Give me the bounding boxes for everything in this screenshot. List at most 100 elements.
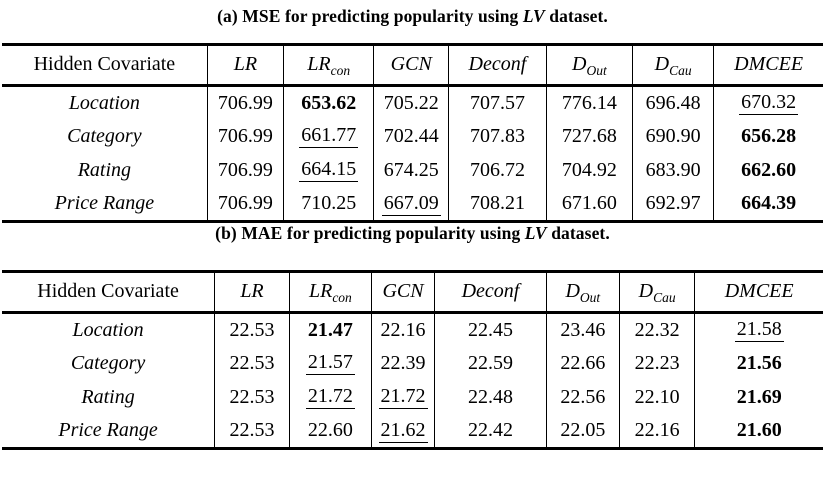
- cell-value: 664.39: [741, 192, 797, 215]
- cell-value: 23.46: [560, 318, 606, 341]
- table-cell: 21.47: [288, 312, 372, 347]
- cell-value: 661.77: [299, 124, 359, 149]
- table-cell: 707.83: [448, 119, 547, 154]
- table-cell: 22.39: [370, 346, 435, 381]
- header-row: Hidden Covariate LR LRcon GCN Deconf DOut DCau…: [2, 44, 823, 86]
- table-cell: 22.10: [618, 380, 695, 415]
- column-label: LR: [307, 53, 331, 76]
- cell-value: 653.62: [301, 91, 357, 114]
- cell-value: 21.62: [378, 418, 428, 443]
- table-cell: 653.62: [283, 85, 374, 120]
- table-row: Rating 706.99 664.15 674.25 706.72 704.92 683.…: [2, 153, 823, 188]
- table-cell: 23.46: [545, 312, 620, 347]
- table-cell: 706.99: [206, 85, 284, 120]
- table-cell: 671.60: [545, 187, 633, 222]
- column-header-lr: LR: [214, 271, 290, 313]
- table-cell: 22.53: [214, 414, 290, 449]
- cell-value: 21.47: [307, 318, 353, 341]
- column-header-gcn: GCN: [373, 44, 449, 86]
- row-header: Category: [70, 351, 146, 374]
- cell-value: 710.25: [301, 192, 357, 215]
- column-header-d-out: DOut: [545, 44, 633, 86]
- table-cell: 706.99: [206, 187, 284, 222]
- table-cell: 22.23: [618, 346, 695, 381]
- caption-dataset-name: LV: [524, 222, 547, 243]
- table-cell: 661.77: [283, 119, 374, 154]
- column-label: LR: [233, 53, 258, 76]
- table-cell: 21.56: [694, 346, 823, 381]
- cell-value: 22.32: [634, 318, 680, 341]
- table-cell: 22.16: [370, 312, 435, 347]
- cell-value: 22.53: [229, 419, 275, 441]
- table-cell: 706.99: [206, 153, 284, 188]
- caption-text: MAE for predicting popularity using: [241, 222, 525, 243]
- table-row: Category 706.99 661.77 702.44 707.83 727.68 69…: [2, 119, 823, 154]
- row-header: Price Range: [58, 419, 158, 441]
- column-label: Deconf: [468, 53, 527, 76]
- column-header-d-cau: DCau: [618, 271, 695, 313]
- column-label: GCN: [382, 280, 424, 303]
- column-label: DMCEE: [724, 280, 794, 303]
- row-header: Location: [72, 318, 144, 341]
- table-cell: 22.53: [214, 346, 290, 381]
- column-header-hidden-covariate: Hidden Covariate: [2, 271, 215, 312]
- table-cell: 22.56: [545, 380, 620, 415]
- cell-value: 776.14: [561, 91, 617, 114]
- table-cell: 22.53: [214, 312, 290, 347]
- table-cell: 21.57: [288, 346, 372, 381]
- row-header: Location: [68, 91, 140, 114]
- column-subscript: Cau: [669, 63, 692, 79]
- cell-value: 727.68: [561, 124, 617, 147]
- cell-value: 670.32: [739, 91, 799, 116]
- results-table-mse-lv: Hidden Covariate LR LRcon GCN Deconf DOut DCau…: [2, 42, 823, 223]
- table-row: Location 22.53 21.47 22.16 22.45 23.46 22.32 21…: [2, 312, 823, 347]
- cell-value: 662.60: [741, 158, 797, 181]
- cell-value: 21.72: [305, 385, 355, 410]
- column-label: LR: [240, 280, 264, 303]
- row-header: Rating: [81, 385, 135, 408]
- caption-prefix: (b): [215, 222, 242, 243]
- table-cell: 683.90: [631, 153, 714, 188]
- table-cell: 664.39: [713, 187, 823, 222]
- cell-value: 21.60: [736, 419, 782, 441]
- cell-value: 22.39: [380, 351, 426, 374]
- column-header-dmcee: DMCEE: [713, 44, 823, 86]
- table-cell: 21.69: [694, 380, 823, 415]
- cell-value: 22.53: [229, 351, 275, 374]
- table-cell: 702.44: [373, 119, 449, 154]
- table-cell: 21.62: [370, 414, 435, 449]
- table-cell: 662.60: [713, 153, 823, 188]
- cell-value: 22.05: [560, 419, 606, 441]
- column-header-gcn: GCN: [370, 271, 435, 313]
- paper-results-figure: (a) MSE for predicting popularity using …: [2, 6, 823, 450]
- column-header-lr: LR: [206, 44, 284, 86]
- cell-value: 22.45: [467, 318, 513, 341]
- cell-value: 22.42: [467, 419, 513, 441]
- column-subscript: Out: [579, 290, 601, 306]
- cell-value: 21.56: [736, 351, 782, 374]
- cell-value: 706.72: [469, 158, 525, 181]
- table-cell: 710.25: [283, 187, 374, 222]
- row-header: Rating: [77, 158, 132, 181]
- cell-value: 22.48: [467, 385, 513, 408]
- column-label: D: [638, 280, 654, 303]
- row-header: Category: [67, 124, 142, 147]
- column-label: Hidden Covariate: [33, 53, 176, 76]
- table-cell: 22.05: [545, 414, 620, 449]
- table-cell: 704.92: [545, 153, 633, 188]
- table-cell: 22.32: [618, 312, 695, 347]
- table-cell: 696.48: [631, 85, 714, 120]
- column-header-hidden-covariate: Hidden Covariate: [2, 44, 207, 85]
- cell-value: 696.48: [645, 91, 701, 114]
- table-cell: 706.99: [206, 119, 284, 154]
- table-cell: 664.15: [283, 153, 374, 188]
- column-label: Deconf: [461, 280, 520, 303]
- table-cell: 656.28: [713, 119, 823, 154]
- cell-value: 22.56: [560, 385, 606, 408]
- table-cell: 22.59: [434, 346, 547, 381]
- column-label: D: [654, 53, 670, 76]
- column-subscript: con: [330, 63, 351, 79]
- cell-value: 705.22: [383, 91, 439, 114]
- cell-value: 22.59: [467, 351, 513, 374]
- column-label: Hidden Covariate: [37, 280, 179, 303]
